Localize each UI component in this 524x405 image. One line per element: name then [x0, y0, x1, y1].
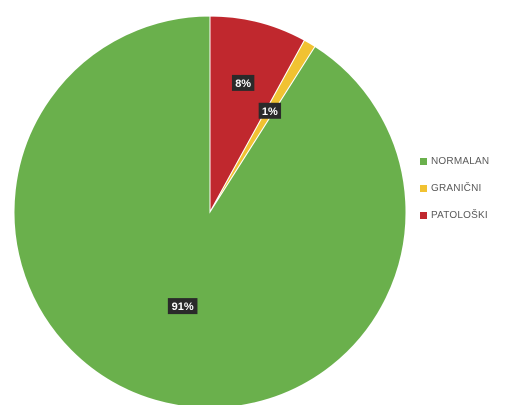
legend-item-normalan: NORMALAN	[420, 154, 489, 168]
pie-chart: 8% 1% 91%	[13, 15, 407, 405]
svg-text:91%: 91%	[172, 301, 194, 313]
svg-text:1%: 1%	[262, 106, 278, 118]
legend: NORMALAN GRANIČNI PATOLOŠKI	[420, 154, 489, 235]
data-label-normalan: 91%	[167, 298, 198, 315]
data-label-patološki: 8%	[231, 74, 255, 91]
legend-swatch	[420, 211, 427, 219]
legend-swatch	[420, 157, 427, 165]
pie-slice-normalan	[13, 15, 407, 405]
svg-text:8%: 8%	[235, 78, 251, 90]
legend-label: GRANIČNI	[431, 182, 482, 194]
legend-swatch	[420, 184, 427, 192]
legend-item-granični: GRANIČNI	[420, 181, 489, 195]
legend-item-patološki: PATOLOŠKI	[420, 208, 489, 222]
pie-slice-patološki	[209, 15, 306, 213]
legend-label: NORMALAN	[431, 155, 490, 167]
data-label-granični: 1%	[258, 102, 282, 119]
legend-label: PATOLOŠKI	[431, 209, 488, 221]
